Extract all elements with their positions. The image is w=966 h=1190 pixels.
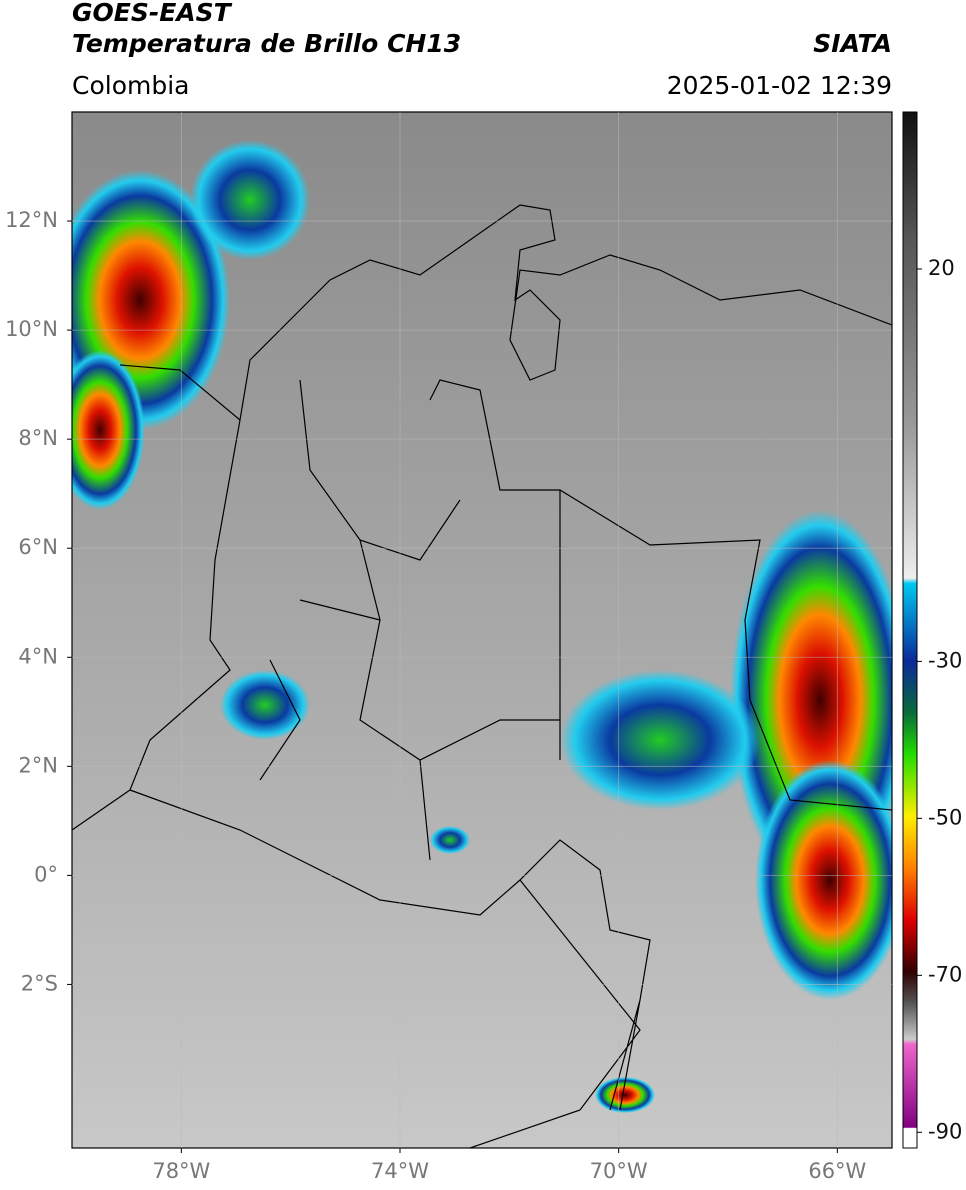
source: SIATA	[813, 29, 892, 58]
convective-cell	[560, 670, 760, 810]
convective-cell	[430, 826, 470, 854]
axes: 78°W 74°W 70°W 66°W 12°N 10°N 8°N 6°N 4°N 2°N 0° 2°…	[5, 112, 962, 1183]
colorbar	[902, 111, 918, 1149]
coastline	[119, 204, 892, 422]
title: GOES-EAST	[72, 0, 233, 27]
x-tick-label: 66°W	[808, 1159, 866, 1183]
y-tick-label: 12°N	[5, 208, 58, 232]
subtitle: Temperatura de Brillo CH13	[72, 29, 461, 58]
y-tick-label: 10°N	[5, 317, 58, 341]
region: Colombia	[72, 71, 189, 100]
x-tick-label: 78°W	[152, 1159, 210, 1183]
datetime: 2025-01-02 12:39	[667, 71, 892, 100]
colorbar-tick-label: -30	[928, 648, 962, 672]
convective-cell	[72, 350, 145, 510]
map-image	[72, 112, 892, 1148]
y-tick-label: 4°N	[18, 644, 58, 668]
colorbar-tick-label: -70	[928, 962, 962, 986]
convective-cell	[755, 760, 892, 1000]
y-tick-label: 8°N	[18, 426, 58, 450]
y-tick-label: 2°S	[21, 971, 58, 995]
convective-cell	[190, 140, 310, 260]
colorbar-tick-label: -50	[928, 805, 962, 829]
department-borders	[259, 379, 560, 861]
x-tick-label: 74°W	[371, 1159, 429, 1183]
colorbar-tick-label: -90	[928, 1119, 962, 1143]
y-tick-label: 0°	[34, 862, 58, 886]
map-frame	[71, 111, 893, 1149]
y-tick-label: 2°N	[18, 753, 58, 777]
y-tick-label: 6°N	[18, 535, 58, 559]
country-border	[72, 379, 892, 1148]
colorbar-tick-label: 20	[928, 256, 955, 280]
convective-cell	[220, 670, 310, 740]
convective-cell	[595, 1077, 655, 1113]
x-tick-label: 70°W	[590, 1159, 648, 1183]
